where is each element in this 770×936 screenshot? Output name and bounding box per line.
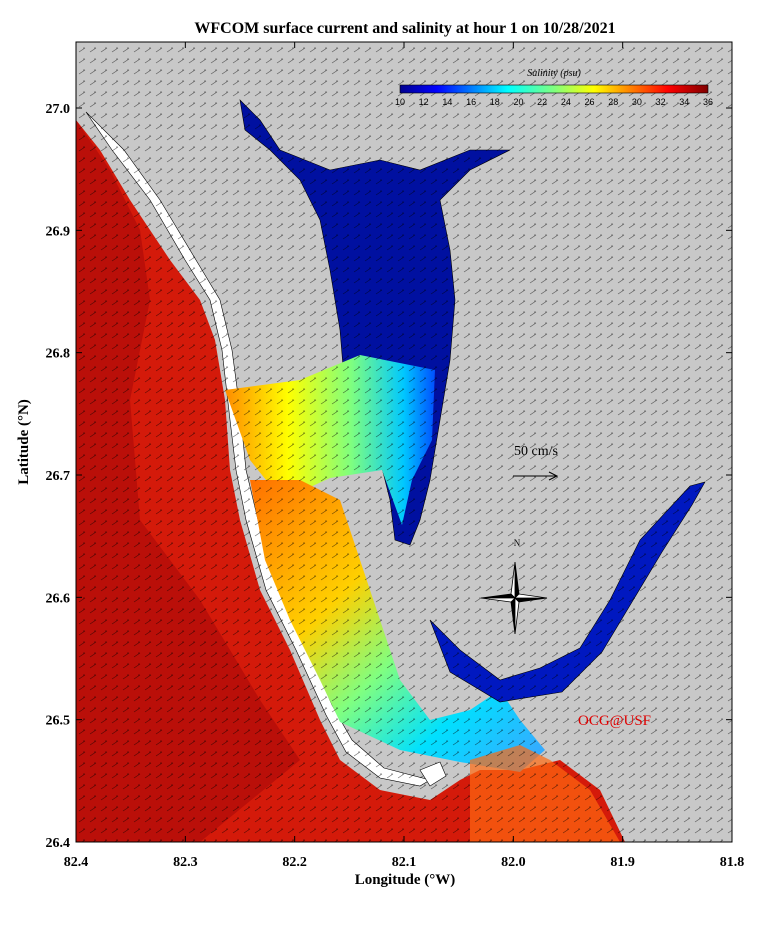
x-axis-label: Longitude (°W) bbox=[355, 872, 456, 888]
colorbar-tick-label: 12 bbox=[419, 97, 429, 107]
compass-label: N bbox=[514, 538, 521, 548]
colorbar bbox=[399, 84, 709, 94]
compass bbox=[480, 561, 548, 635]
y-tick-label: 26.6 bbox=[46, 591, 71, 606]
colorbar-tick-label: 30 bbox=[632, 97, 642, 107]
scale-arrowhead bbox=[548, 471, 559, 481]
x-tick-label: 81.8 bbox=[720, 855, 745, 870]
colorbar-tick-label: 22 bbox=[537, 97, 547, 107]
colorbar-tick-label: 14 bbox=[442, 97, 452, 107]
scale-label: 50 cm/s bbox=[514, 444, 558, 459]
colorbar-tick-label: 10 bbox=[395, 97, 405, 107]
colorbar-label: Salinity (psu) bbox=[527, 68, 581, 79]
x-tick-label: 81.9 bbox=[610, 855, 635, 870]
y-tick-label: 26.5 bbox=[46, 714, 71, 729]
island bbox=[419, 761, 447, 787]
colorbar-tick-label: 28 bbox=[608, 97, 618, 107]
y-tick-label: 26.4 bbox=[46, 836, 71, 851]
title: WFCOM surface current and salinity at ho… bbox=[194, 20, 615, 37]
y-tick-label: 26.9 bbox=[46, 224, 71, 239]
x-tick-label: 82.3 bbox=[173, 855, 198, 870]
colorbar-tick-label: 20 bbox=[513, 97, 523, 107]
x-tick-label: 82.4 bbox=[64, 855, 89, 870]
current-vectors bbox=[76, 42, 732, 842]
y-tick-label: 26.8 bbox=[46, 347, 71, 362]
credit: OCG@USF bbox=[578, 713, 651, 729]
colorbar-tick-label: 24 bbox=[561, 97, 571, 107]
x-tick-label: 82.2 bbox=[282, 855, 307, 870]
colorbar-tick-label: 16 bbox=[466, 97, 476, 107]
x-tick-label: 82.1 bbox=[392, 855, 417, 870]
colorbar-tick-label: 36 bbox=[703, 97, 713, 107]
colorbar-tick-label: 26 bbox=[585, 97, 595, 107]
y-tick-label: 27.0 bbox=[46, 102, 71, 117]
x-tick-label: 82.0 bbox=[501, 855, 526, 870]
colorbar-tick-label: 18 bbox=[490, 97, 500, 107]
colorbar-tick-label: 32 bbox=[656, 97, 666, 107]
y-tick-label: 26.7 bbox=[46, 469, 71, 484]
colorbar-tick-label: 34 bbox=[679, 97, 689, 107]
y-axis-label: Latitude (°N) bbox=[16, 399, 32, 485]
map-area bbox=[76, 42, 732, 842]
